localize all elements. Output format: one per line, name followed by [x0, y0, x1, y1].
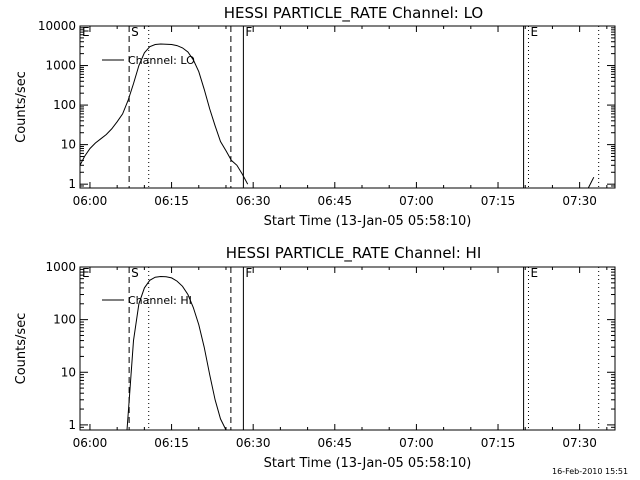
- event-marker-label: F: [245, 266, 252, 280]
- y-axis-label: Counts/sec: [14, 313, 29, 385]
- x-tick-label: 07:30: [562, 436, 597, 450]
- x-tick-label: 07:30: [562, 194, 597, 208]
- x-tick-label: 07:00: [399, 436, 434, 450]
- y-tick-label: 10: [61, 365, 76, 379]
- plot-frame: [79, 25, 616, 189]
- x-axis-label: Start Time (13-Jan-05 05:58:10): [264, 214, 472, 229]
- x-tick-label: 06:15: [154, 194, 189, 208]
- y-axis-label: Counts/sec: [14, 71, 29, 143]
- panel-2: HESSI PARTICLE_RATE Channel: HI 06:00 06:1…: [14, 244, 616, 471]
- event-marker-label: S: [131, 25, 139, 39]
- x-tick-label: 06:15: [154, 436, 189, 450]
- event-marker-label: E: [82, 266, 90, 280]
- event-marker-label: E: [82, 25, 90, 39]
- x-tick-label: 07:15: [481, 436, 516, 450]
- y-tick-label: 1: [68, 177, 76, 191]
- y-tick-label: 10000: [38, 19, 76, 33]
- chart-title: HESSI PARTICLE_RATE Channel: HI: [226, 244, 482, 263]
- event-marker-label: S: [131, 266, 139, 280]
- y-tick-label: 10: [61, 138, 76, 152]
- y-tick-label: 1000: [45, 59, 76, 73]
- y-tick-label: 1: [68, 418, 76, 432]
- x-axis-label: Start Time (13-Jan-05 05:58:10): [264, 456, 472, 471]
- x-tick-label: 06:45: [317, 436, 352, 450]
- legend-label: Channel: LO: [128, 54, 195, 67]
- x-tick-label: 06:00: [73, 194, 108, 208]
- x-tick-label: 06:00: [73, 436, 108, 450]
- series-line: [587, 176, 595, 188]
- x-tick-label: 06:45: [317, 194, 352, 208]
- event-marker-label: F: [245, 25, 252, 39]
- panel-1: HESSI PARTICLE_RATE Channel: LO 06:00 06:1…: [14, 4, 616, 229]
- plot-frame: [79, 266, 616, 431]
- x-tick-label: 07:00: [399, 194, 434, 208]
- y-tick-label: 100: [53, 98, 76, 112]
- chart-title: HESSI PARTICLE_RATE Channel: LO: [224, 4, 483, 23]
- y-tick-label: 100: [53, 313, 76, 327]
- series-line: [80, 43, 249, 185]
- event-marker-label: E: [530, 25, 538, 39]
- x-tick-label: 06:30: [236, 194, 271, 208]
- legend-label: Channel: HI: [128, 294, 192, 307]
- date-stamp: 16-Feb-2010 15:51: [552, 467, 629, 476]
- y-tick-label: 1000: [45, 260, 76, 274]
- event-marker-label: E: [530, 266, 538, 280]
- x-tick-label: 06:30: [236, 436, 271, 450]
- x-tick-label: 07:15: [481, 194, 516, 208]
- series-line: [126, 275, 227, 430]
